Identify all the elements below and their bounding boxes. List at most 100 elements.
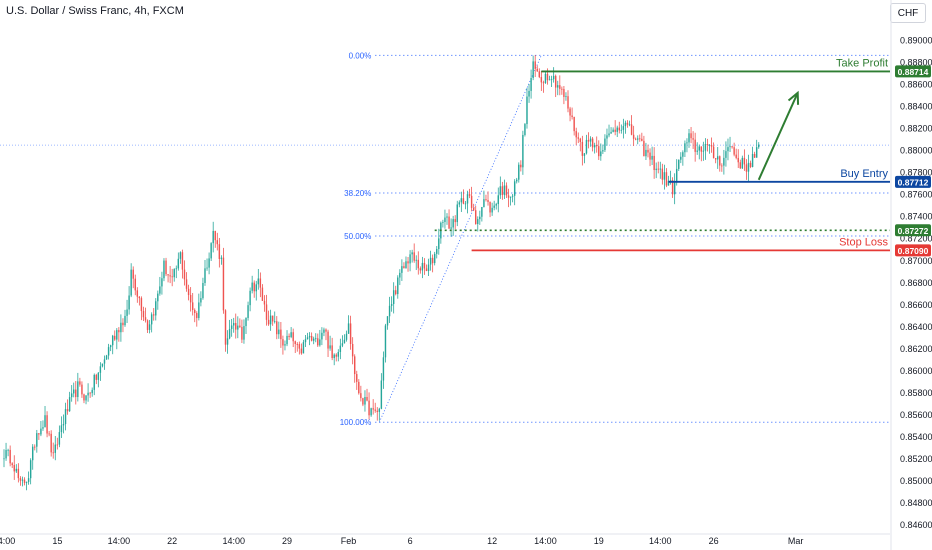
candle-body [727,147,729,152]
reference-lines: 0.00% 38.20% 50.00% 100.00% [0,51,890,427]
candle-body [474,210,477,225]
candle-body [97,372,100,380]
candle-body [499,186,502,196]
candle-body [536,68,538,72]
price-tick-label: 0.85400 [900,432,932,442]
candle-body [397,277,399,295]
price-tick-label: 0.86400 [900,322,932,332]
candle-body [456,204,458,223]
candle-body [36,433,38,447]
candle-body [163,260,165,279]
candle-body [60,425,63,433]
candle-body [132,269,134,279]
candle-body [624,122,627,127]
candle-body [628,124,631,126]
candle-body [339,345,342,352]
candle-body [384,325,387,358]
fib-level-label: 100.00% [340,418,372,427]
candle-body [347,323,350,334]
candle-body [239,325,241,327]
candle-body [675,168,678,183]
candle-body [438,238,440,250]
candle-body [5,450,7,459]
candle-body [38,433,40,435]
candle-body [595,144,598,147]
candle-body [257,278,260,285]
candle-body [661,168,664,180]
price-tag-text: 0.87712 [898,177,929,187]
price-tag-text: 0.87090 [898,246,929,256]
candle-body [380,380,383,409]
candle-body [534,61,536,69]
candle-body [706,143,709,146]
candle-body [230,325,233,329]
candle-body [274,321,276,323]
candle-body [667,180,670,186]
candle-body [155,301,157,316]
candle-body [466,194,469,204]
price-tick-label: 0.85600 [900,410,932,420]
candle-body [146,320,149,330]
time-tick-label: 6 [408,536,413,546]
candle-body [444,217,446,223]
candle-body [503,185,506,195]
candle-body [327,331,329,349]
candle-body [19,478,22,481]
candle-body [704,143,707,151]
candle-body [126,309,128,316]
price-tick-label: 0.89000 [900,35,932,45]
candle-body [179,252,182,259]
candle-body [210,243,212,259]
candle-body [343,339,346,344]
candle-body [450,227,452,229]
candle-body [421,262,424,271]
candle-body [637,138,639,140]
candle-body [630,124,633,135]
candle-body [42,427,44,429]
price-tick-label: 0.87400 [900,212,932,222]
candle-body [542,82,545,84]
candle-body [75,389,77,398]
candle-body [109,345,112,348]
candle-body [663,172,666,180]
candle-body [312,338,315,341]
candle-body [169,275,171,277]
candle-body [288,335,290,338]
candle-body [669,180,672,182]
candle-body [427,264,430,272]
candle-body [308,335,311,338]
candle-body [304,339,307,343]
candle-body [161,278,163,287]
candle-body [306,337,309,340]
projection-arrow-shaft [757,92,799,181]
candle-body [462,198,465,204]
stop-loss-label: Stop Loss [839,236,888,248]
candle-body [622,126,625,130]
candle-body [243,326,245,340]
candle-body [587,139,590,142]
candle-body [208,258,210,268]
candle-body [563,89,565,97]
candle-body [353,356,356,375]
candle-body [540,77,543,83]
candle-body [64,409,67,425]
candle-body [407,261,409,264]
candle-body [81,384,83,395]
candle-body [191,302,194,310]
candle-body [187,288,190,295]
candle-body [571,115,573,117]
candle-body [559,85,561,89]
candle-body [333,354,335,359]
price-tick-label: 0.84600 [900,520,932,530]
time-tick-label: 22 [167,536,177,546]
candle-body [298,344,301,349]
candle-body [218,244,221,259]
candle-body [89,392,91,394]
candle-body [93,374,95,390]
candle-body [329,345,331,349]
candle-body [284,344,286,346]
candle-body [31,446,34,461]
candle-body [134,278,136,291]
candle-body [464,203,467,205]
